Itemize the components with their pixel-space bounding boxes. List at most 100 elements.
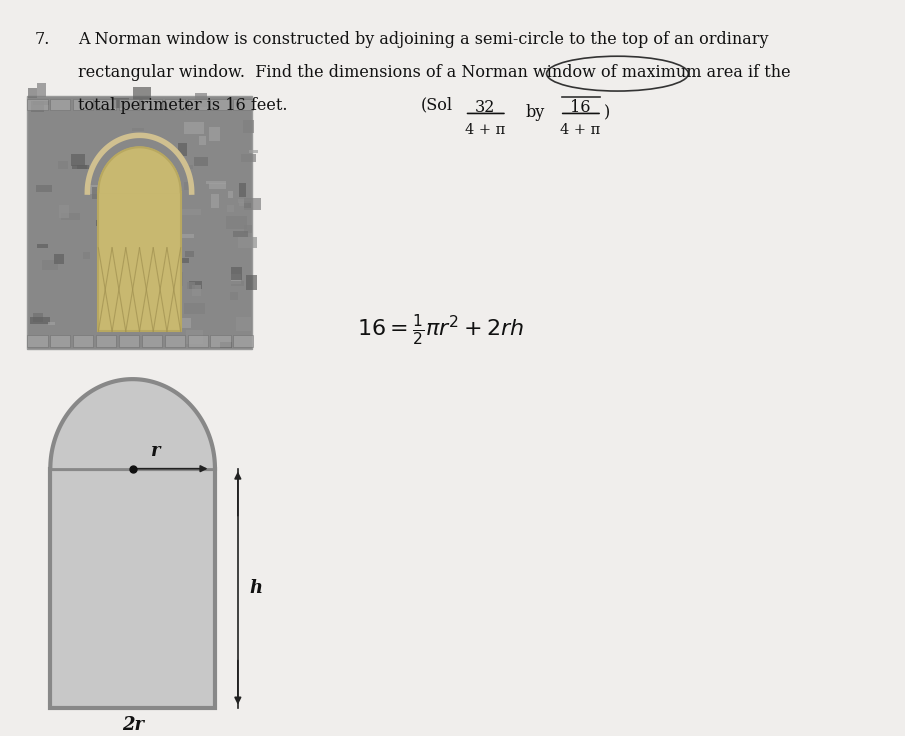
Bar xyxy=(142,336,162,347)
Bar xyxy=(226,216,247,230)
Bar xyxy=(51,469,215,707)
Text: 4 + π: 4 + π xyxy=(560,124,600,138)
Bar xyxy=(150,289,167,302)
Bar xyxy=(185,302,205,314)
Bar xyxy=(28,88,37,97)
Bar xyxy=(236,316,251,331)
Text: 32: 32 xyxy=(474,99,495,116)
Bar xyxy=(54,255,64,263)
Bar xyxy=(244,197,262,210)
Bar xyxy=(209,127,220,141)
Bar xyxy=(37,83,46,97)
Bar xyxy=(228,191,233,197)
Bar xyxy=(239,202,248,206)
Text: total perimeter is 16 feet.: total perimeter is 16 feet. xyxy=(78,96,287,113)
Bar xyxy=(62,213,80,220)
Bar xyxy=(238,199,252,203)
Bar xyxy=(184,182,189,190)
Bar xyxy=(125,252,138,261)
Bar xyxy=(187,99,207,110)
Bar xyxy=(189,281,203,289)
Text: $16 = \frac{1}{2}\pi r^2 + 2rh$: $16 = \frac{1}{2}\pi r^2 + 2rh$ xyxy=(357,312,524,347)
Bar xyxy=(178,144,186,156)
Bar xyxy=(239,183,246,197)
Bar xyxy=(132,128,144,131)
Bar xyxy=(192,286,201,296)
Bar xyxy=(109,311,127,317)
Bar xyxy=(231,280,244,286)
Bar xyxy=(31,102,44,113)
Text: by: by xyxy=(525,105,544,121)
Bar xyxy=(111,98,129,108)
Bar xyxy=(180,209,201,215)
Text: A Norman window is constructed by adjoining a semi-circle to the top of an ordin: A Norman window is constructed by adjoin… xyxy=(78,31,768,48)
Bar xyxy=(185,122,204,135)
Bar xyxy=(30,317,50,324)
Bar xyxy=(51,99,71,110)
Bar xyxy=(233,336,253,347)
Bar xyxy=(187,336,207,347)
Bar xyxy=(36,244,49,248)
Bar xyxy=(115,266,129,280)
Bar xyxy=(133,88,151,100)
Bar xyxy=(184,165,193,169)
Bar xyxy=(243,120,254,132)
Bar xyxy=(164,275,181,279)
Polygon shape xyxy=(99,147,181,192)
Bar xyxy=(231,267,243,280)
Bar xyxy=(185,251,194,257)
Bar xyxy=(96,99,116,110)
Bar xyxy=(96,220,111,226)
Bar xyxy=(91,186,97,199)
Bar xyxy=(187,282,195,289)
Bar xyxy=(51,336,71,347)
Bar xyxy=(117,187,136,193)
Bar xyxy=(206,181,225,184)
Bar xyxy=(83,252,90,259)
Bar xyxy=(85,185,98,194)
Text: (Sol: (Sol xyxy=(421,96,452,113)
Bar xyxy=(195,93,206,107)
Bar xyxy=(220,342,232,347)
Text: 2r: 2r xyxy=(121,716,144,735)
Text: h: h xyxy=(250,579,262,597)
Bar xyxy=(195,158,208,166)
Bar xyxy=(249,150,258,153)
Bar xyxy=(208,183,226,188)
Bar xyxy=(233,230,248,237)
Text: 16: 16 xyxy=(570,99,590,116)
Bar xyxy=(211,194,220,208)
Bar xyxy=(242,154,256,162)
Bar xyxy=(198,136,206,144)
Bar xyxy=(157,229,169,238)
Text: 4 + π: 4 + π xyxy=(464,124,505,138)
Bar xyxy=(165,99,185,110)
Bar xyxy=(233,99,253,110)
Bar xyxy=(99,192,181,331)
Bar xyxy=(171,318,191,328)
Bar xyxy=(124,272,136,275)
Bar xyxy=(210,336,231,347)
Bar xyxy=(232,275,241,283)
Bar xyxy=(243,225,252,233)
Text: rectangular window.  Find the dimensions of a Norman window of maximum area if t: rectangular window. Find the dimensions … xyxy=(78,64,790,81)
Bar xyxy=(210,99,231,110)
Bar xyxy=(27,336,48,347)
Bar xyxy=(96,336,116,347)
Bar xyxy=(119,336,139,347)
Text: 7.: 7. xyxy=(34,31,50,48)
Bar xyxy=(33,102,49,105)
Bar xyxy=(108,313,122,320)
Bar xyxy=(164,211,175,222)
Bar xyxy=(58,161,68,169)
Bar xyxy=(243,202,252,208)
Bar xyxy=(36,185,52,192)
Bar xyxy=(165,336,185,347)
Bar xyxy=(238,237,257,248)
Bar xyxy=(42,260,58,270)
Bar xyxy=(142,99,162,110)
Bar xyxy=(72,165,90,169)
Bar xyxy=(180,258,189,263)
Bar xyxy=(119,99,139,110)
Bar xyxy=(73,336,93,347)
